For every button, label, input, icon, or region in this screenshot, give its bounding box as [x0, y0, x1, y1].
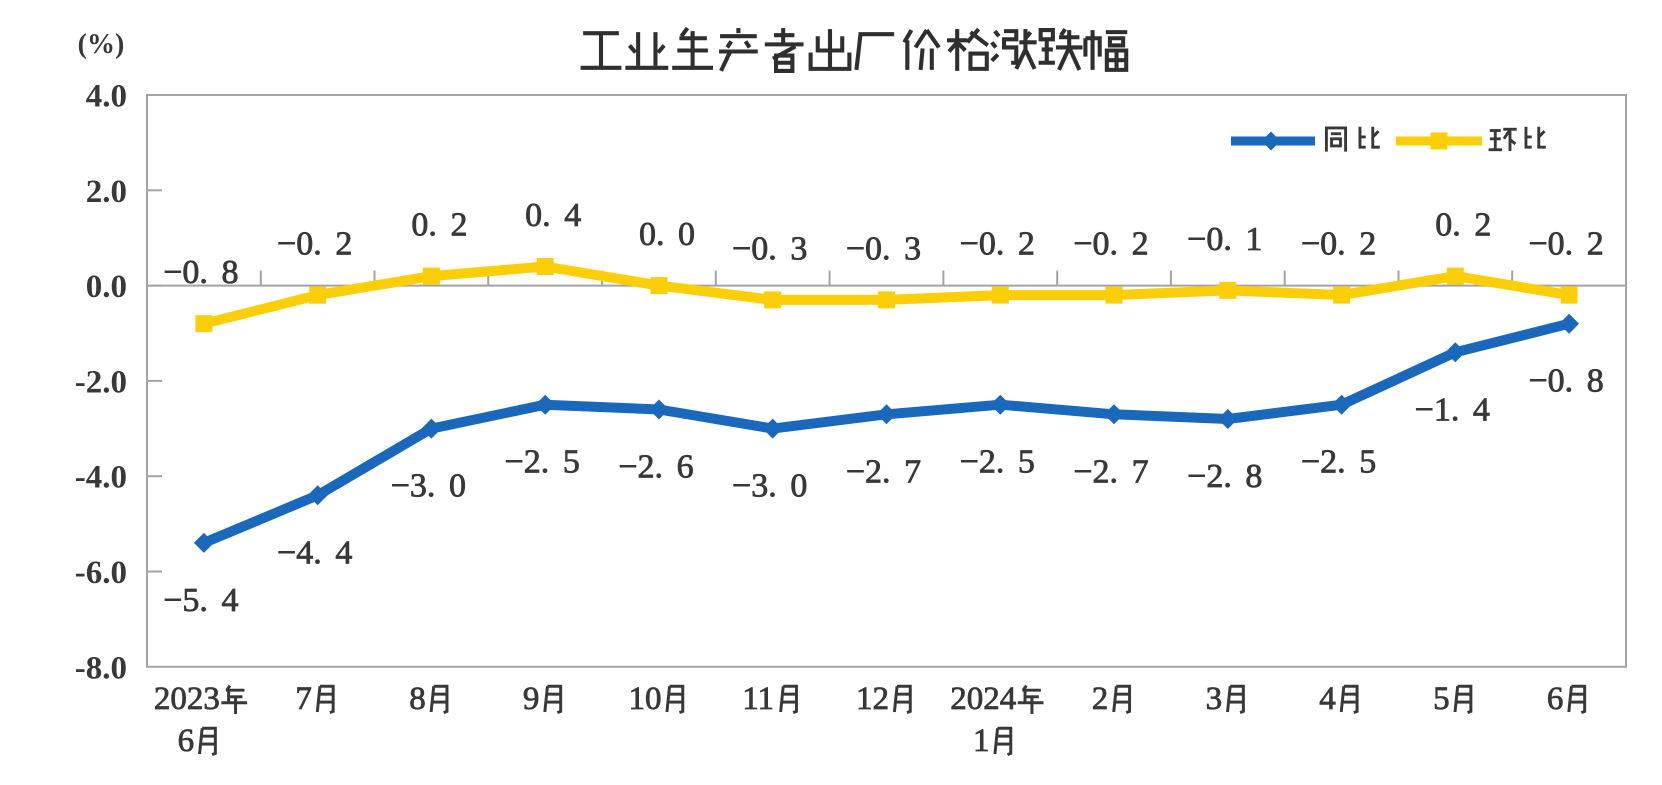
svg-text:-2.0: -2.0	[75, 364, 127, 400]
svg-text:7: 7	[295, 681, 312, 717]
svg-text:−2. 8: −2. 8	[1187, 458, 1262, 495]
svg-text:−0. 8: −0. 8	[163, 254, 238, 291]
svg-text:−2. 7: −2. 7	[846, 453, 921, 490]
svg-text:-6.0: -6.0	[75, 555, 127, 591]
svg-text:11: 11	[742, 681, 774, 717]
svg-text:−0. 2: −0. 2	[960, 226, 1035, 263]
svg-text:9: 9	[523, 681, 540, 717]
svg-text:−0. 3: −0. 3	[846, 230, 921, 267]
svg-text:12: 12	[856, 681, 889, 717]
svg-text:−0. 2: −0. 2	[1073, 226, 1148, 263]
svg-text:2.0: 2.0	[86, 174, 127, 210]
svg-text:2: 2	[1092, 681, 1109, 717]
svg-text:−2. 6: −2. 6	[618, 449, 693, 486]
svg-text:−0. 2: −0. 2	[277, 226, 352, 263]
svg-text:10: 10	[629, 681, 662, 717]
svg-text:6: 6	[1547, 681, 1564, 717]
svg-text:0. 2: 0. 2	[411, 207, 467, 244]
svg-text:0. 4: 0. 4	[525, 197, 581, 234]
svg-text:−0. 3: −0. 3	[732, 230, 807, 267]
svg-text:−1. 4: −1. 4	[1415, 391, 1490, 428]
svg-text:−0. 2: −0. 2	[1528, 226, 1603, 263]
svg-text:−2. 5: −2. 5	[1301, 444, 1376, 481]
svg-text:−0. 1: −0. 1	[1187, 221, 1262, 258]
svg-text:0.0: 0.0	[86, 269, 127, 305]
svg-text:0. 0: 0. 0	[639, 216, 695, 253]
svg-text:−2. 7: −2. 7	[1073, 453, 1148, 490]
svg-text:−3. 0: −3. 0	[391, 468, 466, 505]
svg-text:3: 3	[1206, 681, 1223, 717]
svg-text:6: 6	[178, 723, 195, 759]
svg-text:-8.0: -8.0	[75, 650, 127, 686]
svg-text:−5. 4: −5. 4	[163, 582, 238, 619]
svg-text:8: 8	[409, 681, 426, 717]
svg-text:1: 1	[973, 723, 990, 759]
svg-text:5: 5	[1433, 681, 1450, 717]
svg-text:4: 4	[1319, 681, 1336, 717]
svg-text:-4.0: -4.0	[75, 460, 127, 496]
svg-text:−3. 0: −3. 0	[732, 468, 807, 505]
svg-text:4.0: 4.0	[86, 79, 127, 115]
svg-text:2024: 2024	[950, 681, 1016, 717]
svg-text:−0. 2: −0. 2	[1301, 226, 1376, 263]
svg-text:−0. 8: −0. 8	[1528, 363, 1603, 400]
svg-text:(%): (%)	[78, 29, 125, 60]
svg-text:−2. 5: −2. 5	[960, 444, 1035, 481]
svg-text:−4. 4: −4. 4	[277, 534, 352, 571]
svg-text:2023: 2023	[154, 681, 220, 717]
svg-text:0. 2: 0. 2	[1435, 207, 1491, 244]
svg-text:−2. 5: −2. 5	[505, 444, 580, 481]
